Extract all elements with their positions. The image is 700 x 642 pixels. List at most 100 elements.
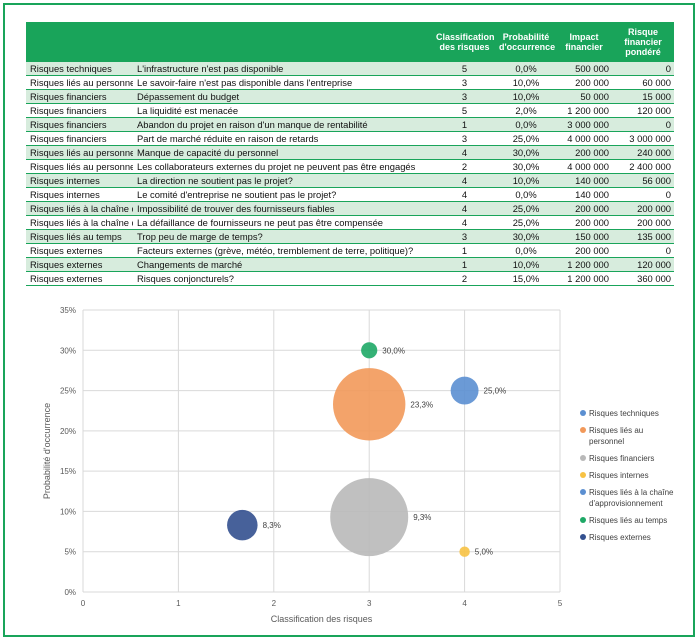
cell-category: Risques liés à la chaîne d'approvisionne…	[26, 215, 133, 230]
table-header-row: Classification des risques Probabilité d…	[26, 22, 674, 62]
cell-category: Risques financiers	[26, 103, 133, 118]
cell-weighted-risk: 2 400 000	[612, 159, 674, 174]
cell-category: Risques externes	[26, 243, 133, 258]
cell-probability: 10,0%	[496, 75, 556, 90]
cell-category: Risques liés au personnel	[26, 75, 133, 90]
cell-probability: 25,0%	[496, 215, 556, 230]
legend-label: Risques liés à la chaîne	[589, 488, 674, 497]
cell-impact: 4 000 000	[556, 131, 612, 146]
cell-description: Impossibilité de trouver des fournisseur…	[133, 201, 433, 216]
cell-impact: 140 000	[556, 187, 612, 202]
cell-description: Les collaborateurs externes du projet ne…	[133, 159, 433, 174]
x-tick-label: 0	[81, 599, 86, 608]
bubble-data-label: 8,3%	[263, 521, 281, 530]
legend-label: Risques liés au temps	[589, 516, 667, 525]
x-tick-label: 2	[272, 599, 277, 608]
header-description	[133, 22, 433, 62]
cell-impact: 3 000 000	[556, 117, 612, 132]
bubble	[450, 376, 479, 405]
legend-label: d'approvisionnement	[589, 499, 663, 508]
legend-marker	[580, 517, 586, 523]
cell-impact: 200 000	[556, 215, 612, 230]
bubble-chart-svg: 0% 5% 10% 15% 20% 25% 30% 35% 0 1 2 3 4 5 Classificati…	[42, 306, 674, 624]
bubble	[333, 368, 406, 441]
table-row: Risques internes Le comité d'entreprise n…	[26, 187, 674, 202]
legend-marker	[580, 489, 586, 495]
cell-description: Manque de capacité du personnel	[133, 145, 433, 160]
cell-description: Dépassement du budget	[133, 89, 433, 104]
cell-impact: 1 200 000	[556, 257, 612, 272]
cell-description: Abandon du projet en raison d'un manque …	[133, 117, 433, 132]
cell-classification: 3	[433, 75, 496, 90]
bubble-data-label: 30,0%	[382, 346, 405, 355]
cell-description: La défaillance de fournisseurs ne peut p…	[133, 215, 433, 230]
cell-weighted-risk: 200 000	[612, 201, 674, 216]
cell-category: Risques liés au temps	[26, 229, 133, 244]
bubble	[459, 546, 470, 557]
cell-weighted-risk: 135 000	[612, 229, 674, 244]
legend-label: Risques externes	[589, 533, 651, 542]
cell-classification: 5	[433, 62, 496, 76]
cell-category: Risques externes	[26, 257, 133, 272]
cell-impact: 150 000	[556, 229, 612, 244]
cell-weighted-risk: 240 000	[612, 145, 674, 160]
cell-classification: 4	[433, 187, 496, 202]
cell-weighted-risk: 0	[612, 243, 674, 258]
y-tick-label: 5%	[64, 548, 76, 557]
cell-category: Risques liés au personnel	[26, 159, 133, 174]
cell-category: Risques techniques	[26, 62, 133, 76]
figure-frame	[3, 3, 695, 637]
table-row: Risques externes Facteurs externes (grève…	[26, 243, 674, 258]
cell-impact: 500 000	[556, 62, 612, 76]
bubble-data-label: 5,0%	[475, 548, 493, 557]
cell-classification: 3	[433, 229, 496, 244]
cell-impact: 50 000	[556, 89, 612, 104]
cell-probability: 15,0%	[496, 271, 556, 286]
legend-label: Risques liés au	[589, 426, 643, 435]
cell-category: Risques financiers	[26, 117, 133, 132]
cell-probability: 10,0%	[496, 173, 556, 188]
header-probability: Probabilité d'occurrence	[499, 32, 556, 52]
cell-weighted-risk: 360 000	[612, 271, 674, 286]
cell-category: Risques liés à la chaîne d'approvisionne…	[26, 201, 133, 216]
table-row: Risques financiers Part de marché réduite…	[26, 131, 674, 146]
table-row: Risques financiers Abandon du projet en r…	[26, 117, 674, 132]
bubble	[227, 509, 258, 541]
cell-category: Risques financiers	[26, 89, 133, 104]
cell-category: Risques liés au personnel	[26, 145, 133, 160]
cell-description: Le comité d'entreprise ne soutient pas l…	[133, 187, 433, 202]
table-row: Risques financiers Dépassement du budget 3…	[26, 89, 674, 104]
cell-classification: 1	[433, 257, 496, 272]
cell-probability: 0,0%	[496, 117, 556, 132]
cell-category: Risques externes	[26, 271, 133, 286]
cell-probability: 0,0%	[496, 243, 556, 258]
cell-classification: 1	[433, 117, 496, 132]
cell-probability: 25,0%	[496, 131, 556, 146]
cell-classification: 2	[433, 159, 496, 174]
cell-classification: 3	[433, 89, 496, 104]
x-axis-title: Classification des risques	[271, 614, 373, 624]
table-row: Risques liés au personnel Les collaborate…	[26, 159, 674, 174]
table-row: Risques financiers La liquidité est menac…	[26, 103, 674, 118]
table-row: Risques liés à la chaîne d'approvisionne…	[26, 215, 674, 230]
bubble-data-label: 25,0%	[484, 387, 507, 396]
table-row: Risques liés à la chaîne d'approvisionne…	[26, 201, 674, 216]
x-tick-label: 3	[367, 599, 372, 608]
cell-category: Risques internes	[26, 187, 133, 202]
cell-weighted-risk: 120 000	[612, 103, 674, 118]
table-row: Risques internes La direction ne soutient…	[26, 173, 674, 188]
y-tick-label: 25%	[60, 387, 76, 396]
legend-marker	[580, 455, 586, 461]
cell-description: L'infrastructure n'est pas disponible	[133, 62, 433, 76]
y-tick-label: 15%	[60, 467, 76, 476]
cell-impact: 4 000 000	[556, 159, 612, 174]
bubble-chart: 0% 5% 10% 15% 20% 25% 30% 35% 0 1 2 3 4 5 Classificati…	[26, 300, 674, 628]
cell-classification: 5	[433, 103, 496, 118]
cell-classification: 4	[433, 173, 496, 188]
cell-impact: 200 000	[556, 243, 612, 258]
y-tick-label: 30%	[60, 346, 76, 355]
table-row: Risques externes Risques conjoncturels? 2 1…	[26, 271, 674, 286]
cell-weighted-risk: 0	[612, 187, 674, 202]
cell-weighted-risk: 0	[612, 117, 674, 132]
y-tick-label: 10%	[60, 507, 76, 516]
